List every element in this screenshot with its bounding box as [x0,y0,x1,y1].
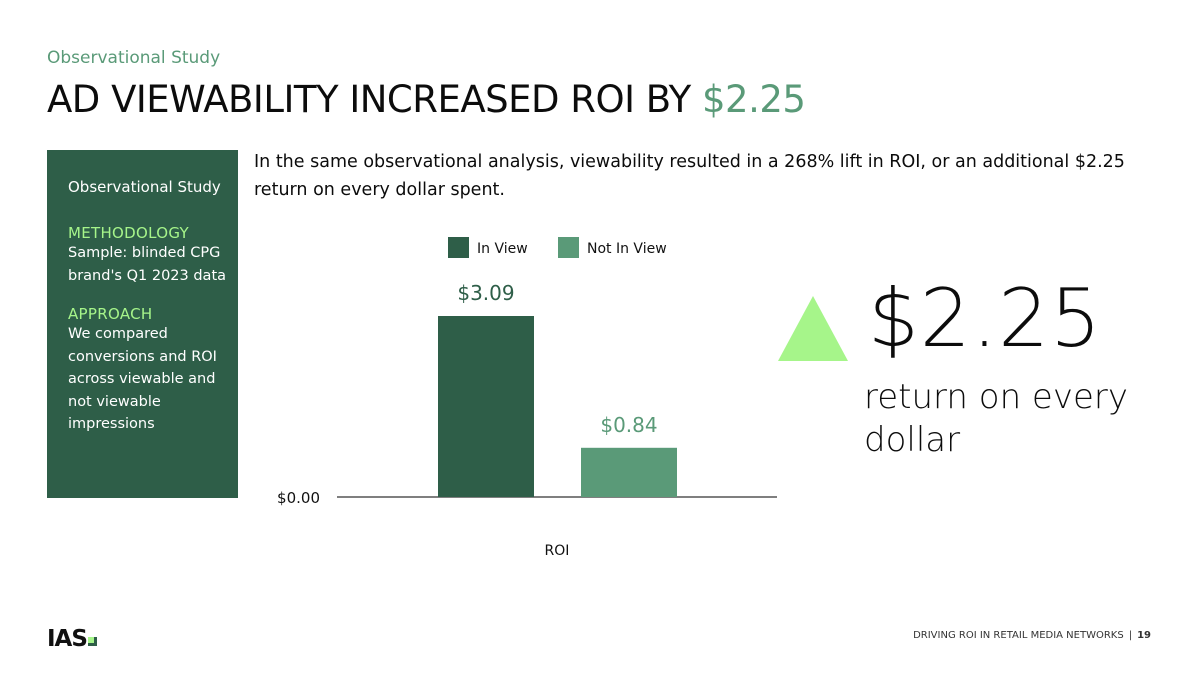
up-arrow-icon [778,296,848,361]
data-label-not-in-view: $0.84 [600,413,657,437]
page-title: AD VIEWABILITY INCREASED ROI BY $2.25 [47,78,806,121]
eyebrow-label: Observational Study [47,48,221,68]
methodology-text: Sample: blinded CPG brand's Q1 2023 data [68,245,227,284]
ias-logo: IAS [47,626,97,652]
data-label-in-view: $3.09 [457,281,514,305]
footer-text: DRIVING ROI IN RETAIL MEDIA NETWORKS [913,630,1124,641]
legend-swatch-in-view [448,237,469,258]
footer: DRIVING ROI IN RETAIL MEDIA NETWORKS | 19 [913,630,1151,641]
bar-not-in-view [581,447,677,497]
methodology-panel: Observational Study METHODOLOGY Sample: … [47,150,238,498]
callout-value: $2.25 [868,272,1103,365]
page-number: 19 [1137,630,1151,641]
title-accent: $2.25 [702,78,806,121]
x-category-label: ROI [545,543,570,559]
logo-mark-icon [87,637,97,646]
y-tick-label: $0.00 [277,489,320,507]
bar-in-view [438,316,534,497]
legend-label-in-view: In View [477,241,528,257]
legend-label-not-in-view: Not In View [587,241,667,257]
legend-swatch-not-in-view [558,237,579,258]
title-main: AD VIEWABILITY INCREASED ROI BY [47,78,702,121]
approach-text: We compared conversions and ROI across v… [68,326,217,432]
panel-study-label: Observational Study [68,178,221,196]
approach-heading: APPROACH [68,305,153,323]
description-text: In the same observational analysis, view… [254,152,1125,200]
footer-divider: | [1128,630,1133,641]
logo-text: IAS [47,626,88,652]
methodology-heading: METHODOLOGY [68,224,189,242]
callout-subtitle: return on every dollar [864,377,1128,460]
